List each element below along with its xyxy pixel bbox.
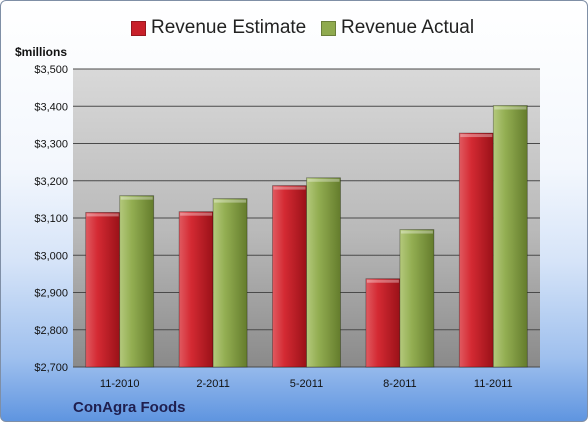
y-tick-label: $2,700 [34, 362, 68, 374]
unit-label: $millions [15, 45, 68, 59]
legend-swatch-estimate [131, 20, 146, 36]
y-axis-ticks: $2,700 $2,800 $2,900 $3,000 $3,100 $3,200 $3,3… [34, 64, 68, 374]
company-label: ConAgra Foods [73, 399, 186, 416]
y-tick-label: $3,400 [34, 101, 68, 113]
legend-item-actual: Revenue Actual [321, 17, 474, 39]
x-tick-label: 5-2011 [290, 378, 323, 390]
bar-estimate-highlight [180, 212, 213, 216]
bar-actual [492, 105, 528, 368]
bar-estimate-highlight [460, 134, 493, 138]
legend-swatch-actual [321, 20, 336, 36]
y-tick-label: $3,200 [34, 176, 68, 188]
legend-label-actual: Revenue Actual [341, 17, 475, 38]
x-tick-label: 8-2011 [383, 378, 416, 390]
bar-estimate-highlight [273, 186, 306, 190]
x-tick-label: 2-2011 [196, 378, 229, 390]
legend-label-estimate: Revenue Estimate [151, 17, 307, 38]
bar-actual-highlight [494, 106, 527, 110]
bar-actual [212, 198, 248, 368]
y-tick-label: $3,100 [34, 213, 68, 225]
bar-estimate [272, 185, 307, 368]
bar-actual-highlight [400, 230, 433, 234]
bar-estimate-highlight [86, 213, 119, 217]
bar-estimate-highlight [366, 279, 399, 283]
y-tick-label: $3,000 [34, 250, 68, 262]
bar-actual-highlight [214, 199, 247, 203]
bar-actual [119, 195, 155, 368]
y-tick-label: $3,500 [34, 64, 68, 76]
legend-item-estimate: Revenue Estimate [131, 17, 306, 39]
bar-estimate [458, 132, 494, 368]
bar-actual-highlight [307, 178, 340, 182]
bar-actual-highlight [120, 196, 153, 200]
legend: Revenue Estimate Revenue Actual [1, 17, 587, 43]
bar-estimate [178, 211, 214, 368]
bar-chart: $2,700 $2,800 $2,900 $3,000 $3,100 $3,200 $3,3… [34, 64, 540, 390]
x-tick-label: 11-2010 [100, 378, 140, 390]
bar-estimate [85, 212, 121, 368]
bars [85, 105, 528, 368]
x-tick-label: 11-2011 [474, 378, 513, 390]
x-axis-ticks: 11-2010 2-2011 5-2011 8-2011 11-2011 [100, 378, 513, 390]
y-tick-label: $2,900 [34, 288, 68, 300]
bar-actual [306, 177, 341, 368]
bar-actual [399, 229, 435, 368]
y-tick-label: $2,800 [34, 325, 68, 337]
y-tick-label: $3,300 [34, 139, 68, 151]
bar-estimate [365, 278, 401, 368]
